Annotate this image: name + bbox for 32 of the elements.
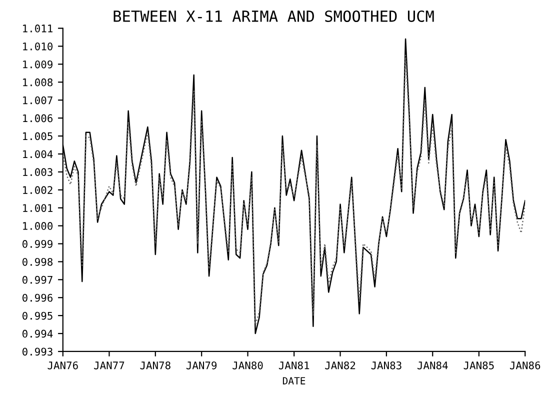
y-tick-label: 1.006 [23,114,53,122]
x-tick-label: JAN77 [94,362,124,370]
y-tick-label: 1.008 [23,78,53,86]
x-tick-label: JAN84 [418,361,448,370]
y-tick-label: 0.996 [22,294,53,302]
y-tick-label: 0.993 [22,348,52,356]
x-tick-label: JAN76 [48,361,78,370]
x-tick-label: JAN79 [186,361,217,370]
y-tick-label: 0.999 [22,240,52,248]
y-tick-label: 1.010 [23,42,53,50]
y-tick-label: 1.011 [23,24,52,32]
x-tick-label: JAN82 [325,361,356,370]
y-tick-label: 0.995 [22,312,52,320]
y-tick-label: 1.003 [23,168,52,176]
x-tick-label: JAN78 [140,361,170,370]
x-axis-title: DATE [282,377,306,384]
y-tick-label: 1.004 [23,150,53,158]
x-tick-label: JAN86 [510,361,540,370]
y-tick-label: 1.001 [23,204,52,212]
x-tick-label: JAN83 [371,361,402,370]
y-tick-label: 1.005 [23,132,52,140]
y-tick-label: 0.998 [22,258,53,266]
y-tick-label: 0.994 [22,330,53,338]
y-tick-label: 1.007 [23,96,52,104]
x-tick-label: JAN81 [278,361,310,370]
x-tick-label: JAN85 [464,361,494,370]
y-tick-label: 1.002 [23,186,52,194]
y-tick-label: 1.000 [23,222,53,230]
y-tick-label: 1.009 [23,60,52,68]
chart-title: BETWEEN X-11 ARIMA AND SMOOTHED UCM [114,10,434,22]
y-tick-label: 0.997 [22,276,52,284]
x-tick-label: JAN80 [232,361,263,370]
